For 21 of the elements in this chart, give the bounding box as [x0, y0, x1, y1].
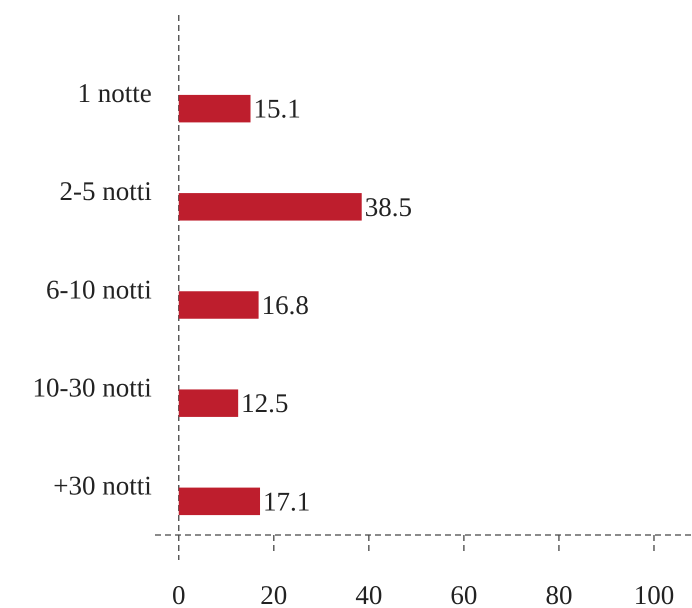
- x-tick-label: 0: [172, 580, 186, 608]
- data-label: 38.5: [364, 192, 412, 222]
- bar: [178, 488, 260, 516]
- bar: [178, 389, 238, 417]
- bar: [178, 291, 259, 319]
- data-label: 15.1: [254, 94, 301, 124]
- x-tick-label: 100: [634, 580, 674, 608]
- y-tick-label: 10-30 notti: [32, 372, 152, 402]
- y-tick-label: 6-10 notti: [46, 274, 152, 304]
- y-tick-label: 2-5 notti: [60, 176, 152, 206]
- data-label: 12.5: [241, 388, 288, 418]
- data-label: 17.1: [263, 486, 310, 516]
- bar: [178, 94, 251, 122]
- y-tick-label: 1 notte: [78, 78, 152, 108]
- x-tick-label: 40: [355, 580, 382, 608]
- data-label: 16.8: [262, 290, 309, 320]
- x-tick-label: 80: [545, 580, 572, 608]
- x-tick-label: 60: [450, 580, 478, 608]
- bar: [178, 193, 362, 221]
- y-tick-label: +30 notti: [53, 470, 152, 501]
- x-tick-label: 20: [260, 580, 288, 608]
